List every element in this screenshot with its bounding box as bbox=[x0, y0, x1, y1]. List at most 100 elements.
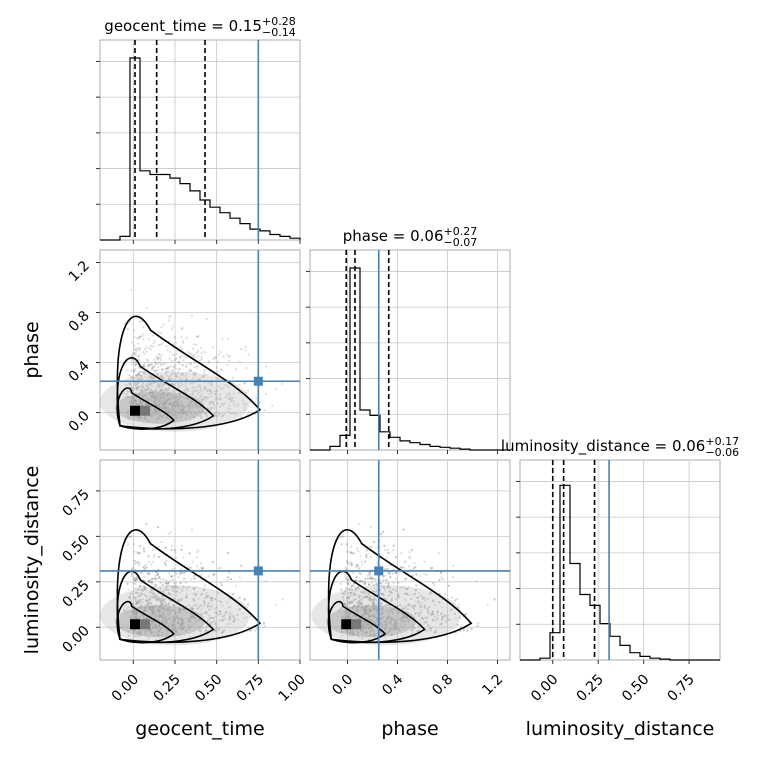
sample-point bbox=[153, 596, 156, 599]
sample-point bbox=[168, 622, 171, 626]
sample-point bbox=[181, 619, 184, 622]
sample-point bbox=[344, 590, 347, 593]
sample-point bbox=[432, 613, 435, 616]
sample-point bbox=[360, 590, 363, 594]
sample-point bbox=[192, 616, 195, 619]
sample-point bbox=[405, 592, 408, 595]
sample-point bbox=[368, 571, 372, 574]
sample-point bbox=[382, 579, 385, 582]
sample-point bbox=[451, 596, 454, 599]
sample-point bbox=[370, 618, 373, 622]
sample-point bbox=[466, 629, 469, 632]
sample-point bbox=[175, 395, 178, 399]
sample-point bbox=[139, 545, 142, 548]
sample-point bbox=[216, 402, 219, 405]
sample-point bbox=[142, 575, 146, 579]
sample-point bbox=[369, 610, 372, 613]
sample-point bbox=[152, 604, 155, 608]
sample-point bbox=[157, 386, 160, 389]
sample-point bbox=[198, 391, 201, 394]
sample-point bbox=[160, 415, 163, 418]
sample-point bbox=[156, 573, 159, 576]
sample-point bbox=[144, 607, 147, 610]
sample-point bbox=[394, 627, 397, 631]
sample-point bbox=[262, 622, 265, 625]
sample-point bbox=[168, 370, 171, 373]
sample-point bbox=[167, 582, 170, 585]
sample-point bbox=[356, 585, 359, 588]
sample-point bbox=[157, 331, 160, 334]
sample-point bbox=[162, 583, 165, 586]
sample-point bbox=[383, 620, 386, 624]
sample-point bbox=[150, 578, 153, 581]
sample-point bbox=[183, 388, 186, 391]
sample-point bbox=[193, 361, 196, 364]
sample-point bbox=[348, 588, 351, 591]
sample-point bbox=[385, 620, 388, 623]
sample-point bbox=[419, 594, 422, 598]
sample-point bbox=[354, 588, 357, 591]
sample-point bbox=[364, 611, 367, 614]
sample-point bbox=[221, 337, 224, 341]
sample-point bbox=[136, 631, 139, 634]
sample-point bbox=[165, 586, 168, 589]
sample-point bbox=[361, 637, 364, 640]
sample-point bbox=[192, 353, 195, 357]
sample-point bbox=[142, 385, 145, 388]
sample-point bbox=[183, 577, 186, 580]
sample-point bbox=[205, 596, 208, 599]
histogram-title-phase: phase = 0.06+0.27 −0.07 bbox=[343, 225, 478, 249]
sample-point bbox=[406, 593, 409, 596]
sample-point bbox=[179, 572, 182, 575]
sample-point bbox=[200, 562, 203, 565]
sample-point bbox=[346, 582, 349, 585]
sample-point bbox=[182, 372, 185, 375]
sample-point bbox=[209, 616, 212, 620]
sample-point bbox=[341, 596, 345, 599]
sample-point bbox=[158, 608, 161, 612]
sample-point bbox=[136, 591, 140, 594]
sample-point bbox=[162, 395, 165, 398]
sample-point bbox=[219, 368, 222, 371]
sample-point bbox=[351, 594, 354, 597]
sample-point bbox=[375, 583, 378, 586]
sample-point bbox=[194, 374, 197, 377]
sample-point bbox=[369, 633, 372, 636]
sample-point bbox=[375, 592, 378, 595]
sample-point bbox=[157, 404, 160, 407]
sample-point bbox=[176, 371, 180, 374]
sample-point bbox=[226, 384, 229, 387]
sample-point bbox=[211, 621, 214, 624]
sample-point bbox=[369, 619, 373, 622]
sample-point bbox=[448, 618, 451, 621]
sample-point bbox=[179, 356, 182, 359]
sample-point bbox=[434, 631, 437, 634]
sample-point bbox=[171, 397, 174, 400]
sample-point bbox=[174, 586, 177, 589]
sample-point bbox=[421, 618, 424, 621]
sample-point bbox=[150, 578, 153, 581]
sample-point bbox=[165, 608, 168, 611]
sample-point bbox=[153, 376, 156, 379]
sample-point bbox=[379, 581, 382, 584]
sample-point bbox=[143, 550, 146, 553]
sample-point bbox=[218, 393, 221, 396]
sample-point bbox=[388, 572, 391, 575]
sample-point bbox=[395, 598, 398, 601]
sample-point bbox=[363, 609, 366, 613]
sample-point bbox=[176, 401, 179, 404]
sample-point bbox=[135, 616, 138, 619]
sample-point bbox=[194, 402, 197, 406]
sample-point bbox=[371, 627, 374, 630]
sample-point bbox=[342, 598, 345, 601]
sample-point bbox=[127, 634, 130, 637]
sample-point bbox=[144, 415, 147, 418]
sample-point bbox=[163, 561, 167, 564]
sample-point bbox=[342, 616, 345, 619]
sample-point bbox=[152, 366, 156, 369]
sample-point bbox=[139, 586, 142, 589]
sample-point bbox=[188, 418, 192, 421]
sample-point bbox=[132, 615, 135, 618]
sample-point bbox=[158, 396, 161, 399]
sample-point bbox=[173, 585, 176, 588]
